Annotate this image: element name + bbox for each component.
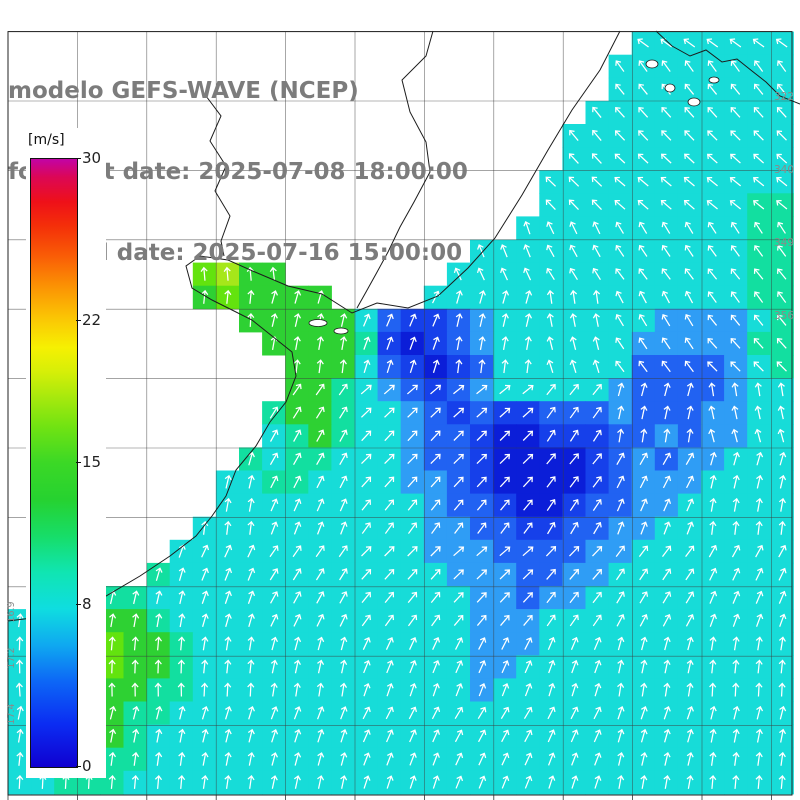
contour-label: 340 xyxy=(774,164,794,176)
contour-label: 17.4 xyxy=(6,703,17,724)
colorbar-tick-mark xyxy=(76,766,81,767)
colorbar-tick-mark xyxy=(76,158,81,159)
colorbar-tick-30: 30 xyxy=(82,149,102,167)
colorbar-tick-mark xyxy=(76,320,81,322)
colorbar-tick-22: 22 xyxy=(82,311,102,330)
direction-arrows xyxy=(15,38,788,789)
contour-label: 322 xyxy=(774,91,794,103)
coastline xyxy=(7,30,800,796)
colorbar-tick-15: 15 xyxy=(82,453,102,471)
contour-label: 356 xyxy=(774,310,794,322)
colorbar-tick-8: 8 xyxy=(82,594,92,613)
wave-cells xyxy=(8,31,794,795)
contour-label: 349 xyxy=(774,237,794,249)
contour-label: 16.9 xyxy=(6,601,17,622)
edge-labels: 322 340 349 356 16.9 17.2 17.4 xyxy=(6,91,794,725)
colorbar-unit-label: [m/s] xyxy=(28,132,65,148)
colorbar: [m/s] 30 22 15 8 0 xyxy=(26,128,106,778)
contour-label: 17.2 xyxy=(6,647,17,668)
colorbar-gradient xyxy=(30,158,78,768)
colorbar-tick-mark xyxy=(76,603,81,605)
colorbar-tick-0: 0 xyxy=(82,757,92,775)
colorbar-tick-mark xyxy=(76,462,81,463)
